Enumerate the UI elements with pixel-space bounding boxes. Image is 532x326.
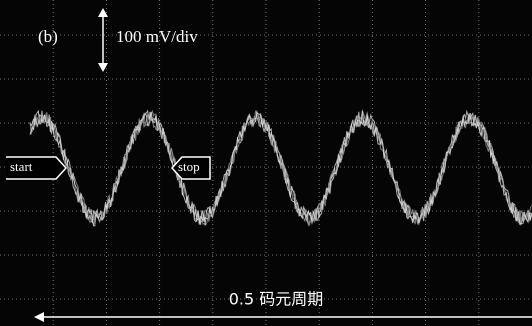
panel-label: (b) (38, 27, 58, 46)
span-label: 0.5 码元周期 (229, 290, 324, 309)
stop-label: stop (178, 159, 200, 174)
oscilloscope-screen: (b) 100 mV/div start stop 0.5 码元周期 (0, 0, 532, 326)
page: (b) 100 mV/div start stop 0.5 码元周期 (() =… (0, 0, 532, 326)
scale-label: 100 mV/div (116, 27, 198, 46)
start-label: start (10, 159, 33, 174)
start-marker: start (6, 157, 66, 179)
